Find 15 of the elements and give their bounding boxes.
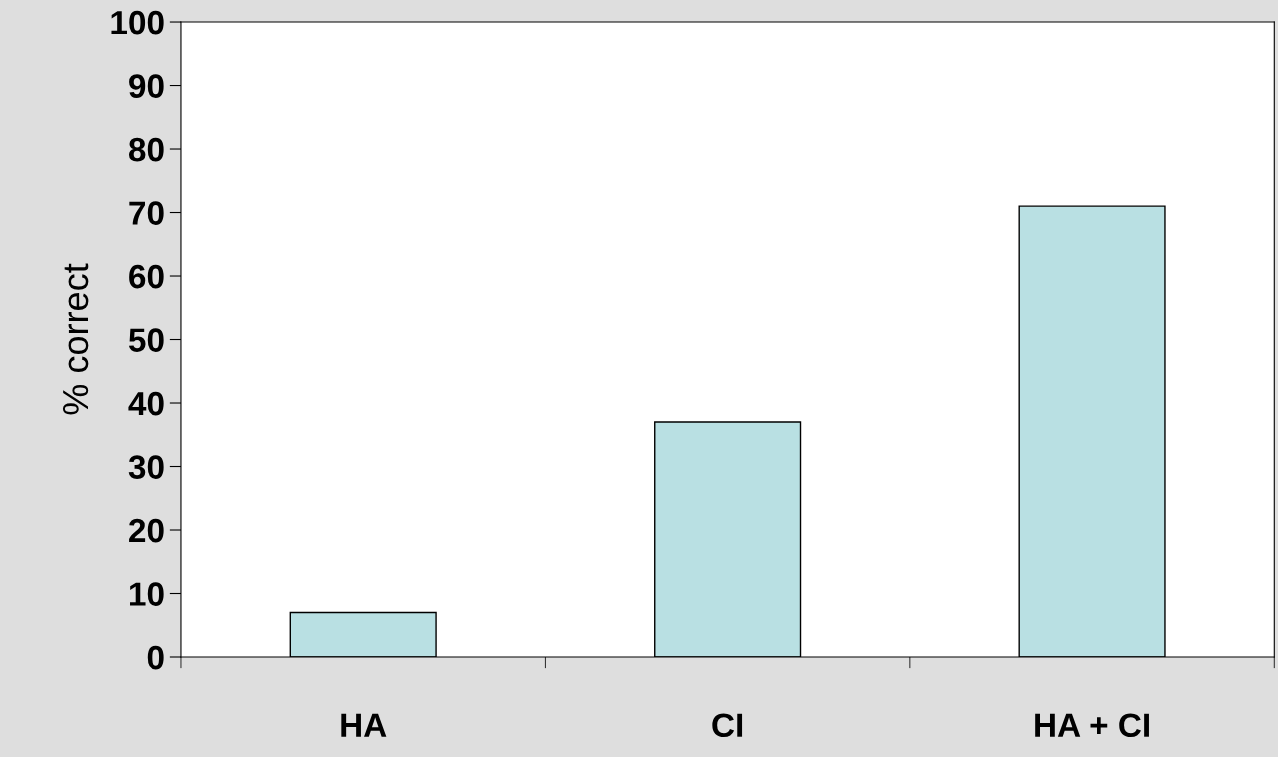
- x-tick-label: CI: [712, 713, 743, 738]
- y-tick-label: 0: [147, 645, 164, 670]
- y-tick-label: 20: [129, 518, 164, 543]
- y-tick-label: 70: [129, 201, 164, 225]
- y-tick-label: 50: [128, 328, 164, 352]
- y-tick-label: 100: [111, 10, 164, 35]
- y-axis-title: % correct: [62, 263, 89, 415]
- y-tick-label: 90: [129, 74, 164, 98]
- x-tick-label: HA + CI: [1035, 713, 1149, 738]
- y-tick-label: 30: [128, 455, 164, 479]
- x-tick-label: HA: [341, 713, 387, 737]
- y-tick-label: 40: [128, 391, 164, 416]
- y-tick-label: 80: [128, 137, 164, 162]
- y-tick-label: 10: [130, 582, 164, 606]
- y-tick-label: 60: [129, 264, 164, 289]
